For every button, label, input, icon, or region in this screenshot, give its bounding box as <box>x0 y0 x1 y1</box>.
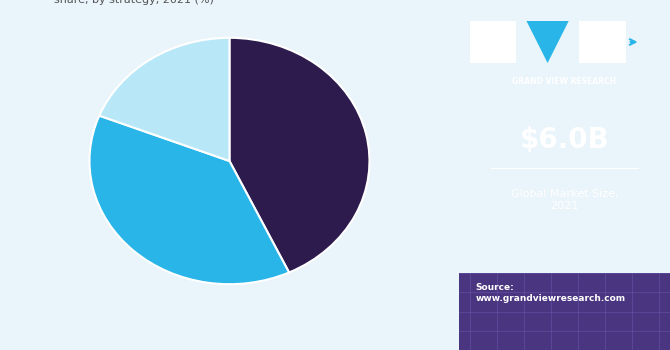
FancyBboxPatch shape <box>580 21 626 63</box>
Text: $6.0B: $6.0B <box>520 126 609 154</box>
Text: share, by strategy, 2021 (%): share, by strategy, 2021 (%) <box>54 0 214 5</box>
Text: Global Market Size,
2021: Global Market Size, 2021 <box>511 189 618 211</box>
FancyBboxPatch shape <box>459 273 670 350</box>
Wedge shape <box>90 116 289 284</box>
Wedge shape <box>229 38 369 272</box>
Text: GRAND VIEW RESEARCH: GRAND VIEW RESEARCH <box>513 77 616 86</box>
Wedge shape <box>99 38 230 161</box>
Polygon shape <box>527 21 569 63</box>
Text: Source:
www.grandviewresearch.com: Source: www.grandviewresearch.com <box>476 284 626 303</box>
FancyBboxPatch shape <box>470 21 516 63</box>
